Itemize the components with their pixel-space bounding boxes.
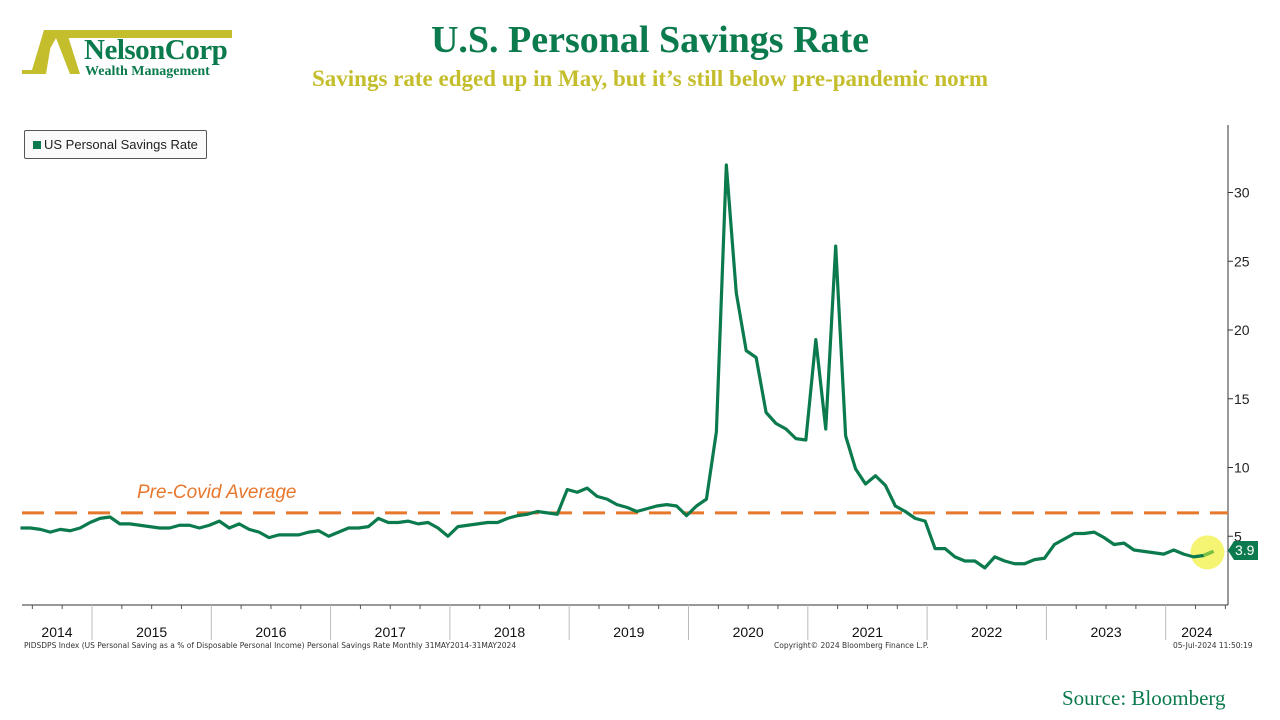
chart-title: U.S. Personal Savings Rate — [430, 19, 870, 61]
nelsoncorp-logo-mark — [22, 30, 232, 74]
x-tick-label: 2024 — [1181, 624, 1212, 640]
x-tick-label: 2019 — [613, 624, 644, 640]
x-tick-label: 2017 — [375, 624, 406, 640]
x-tick-label: 2014 — [41, 624, 72, 640]
legend-swatch — [33, 141, 41, 149]
x-tick-label: 2016 — [255, 624, 286, 640]
logo-tagline: Wealth Management — [85, 64, 210, 79]
x-tick-label: 2021 — [852, 624, 883, 640]
footer-timestamp: 05-Jul-2024 11:50:19 — [1173, 641, 1253, 650]
source-note: Source: Bloomberg — [1062, 686, 1226, 710]
x-tick-label: 2015 — [136, 624, 167, 640]
y-tick-label: 20 — [1234, 322, 1250, 338]
chart-legend: US Personal Savings Rate — [24, 130, 207, 159]
logo-name: NelsonCorp — [84, 34, 228, 66]
y-tick-label: 5 — [1234, 528, 1242, 544]
y-tick-label: 15 — [1234, 391, 1250, 407]
legend-entry: US Personal Savings Rate — [44, 137, 198, 152]
y-tick-label: 10 — [1234, 460, 1250, 476]
chart-subtitle: Savings rate edged up in May, but it’s s… — [312, 66, 988, 91]
last-segment — [1202, 549, 1215, 557]
last-value-label: 3.9 — [1228, 541, 1259, 560]
footer-copyright: Copyright© 2024 Bloomberg Finance L.P. — [774, 641, 929, 650]
series-line — [20, 163, 1215, 570]
x-tick-label: 2020 — [733, 624, 764, 640]
y-tick-label: 30 — [1234, 185, 1250, 201]
x-tick-label: 2023 — [1090, 624, 1121, 640]
x-tick-label: 2022 — [971, 624, 1002, 640]
x-tick-label: 2018 — [494, 624, 525, 640]
reference-line-label: Pre-Covid Average — [137, 482, 297, 503]
footer-series-description: PIDSDPS Index (US Personal Saving as a %… — [24, 641, 517, 650]
y-tick-label: 25 — [1234, 253, 1250, 269]
